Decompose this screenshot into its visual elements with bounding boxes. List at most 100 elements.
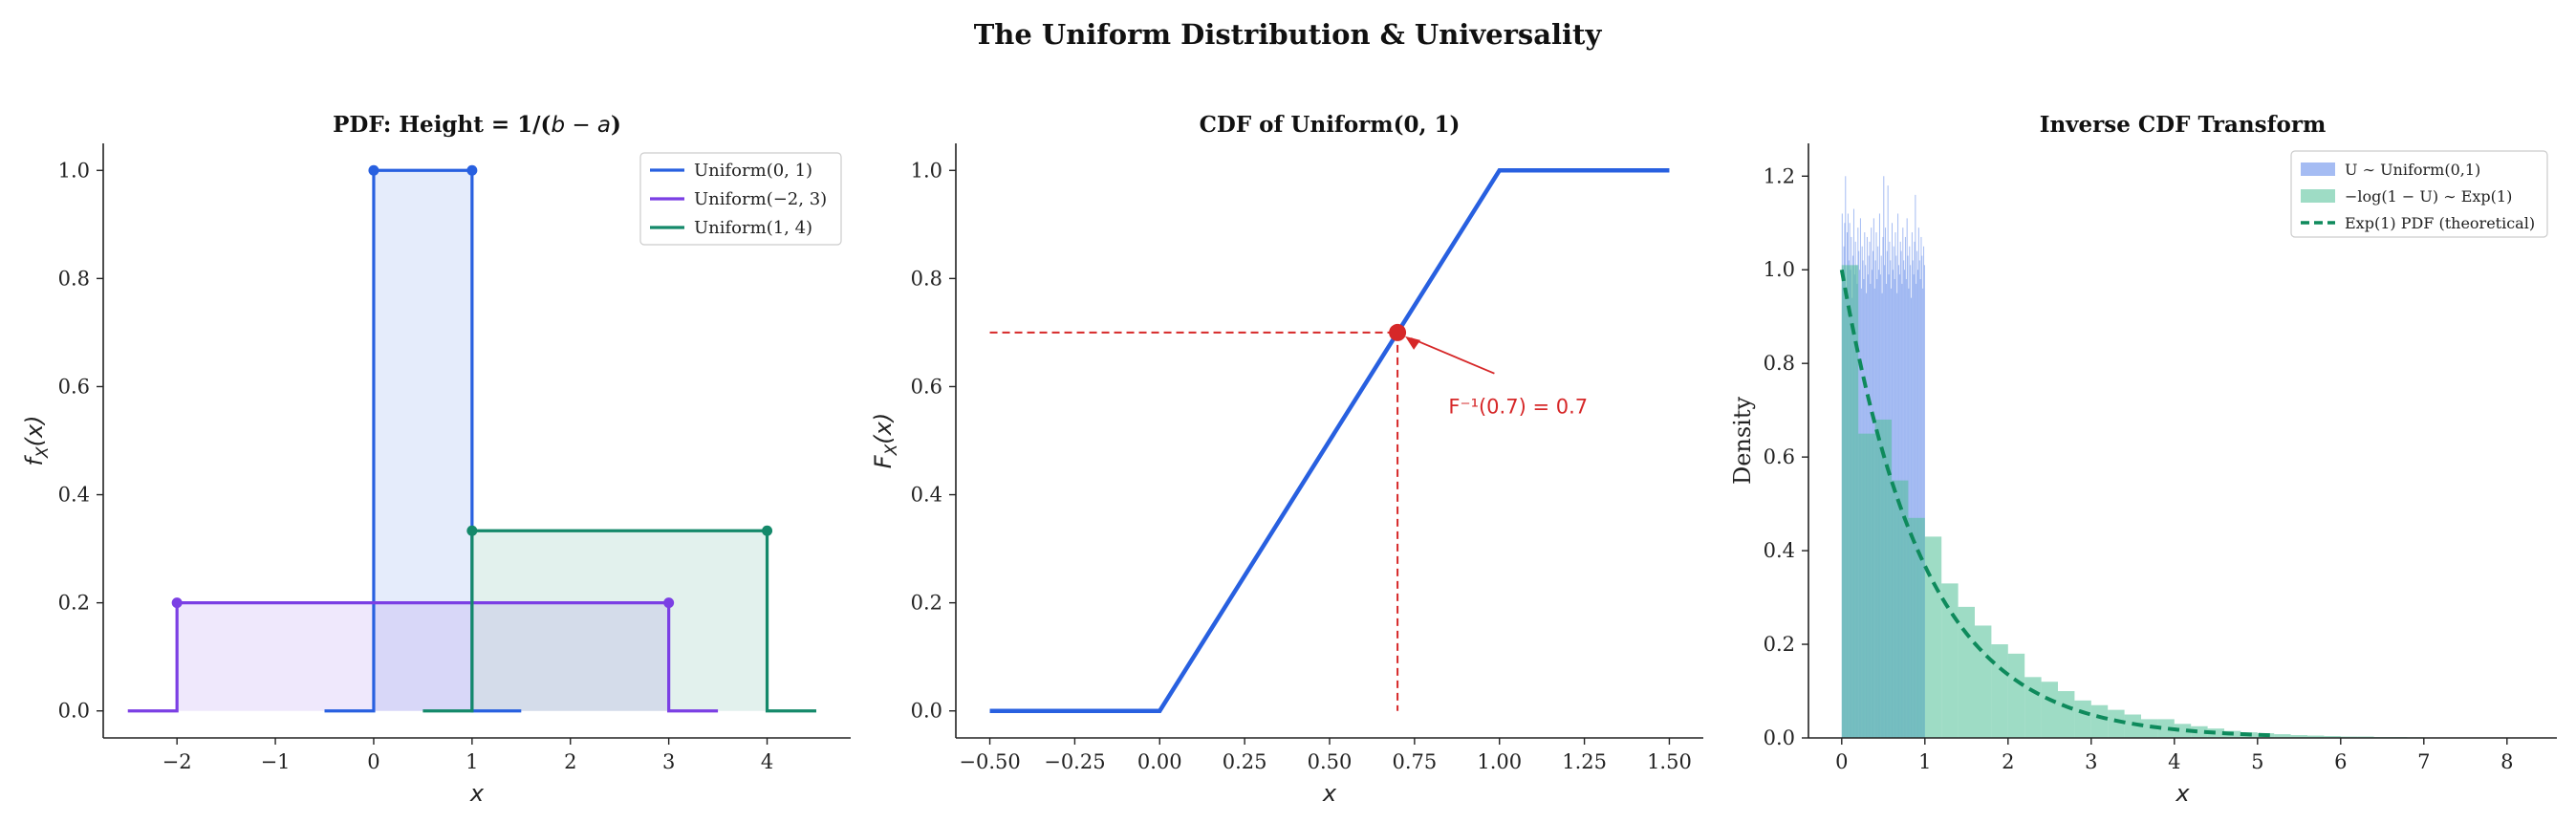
exp-hist-bar	[2090, 704, 2109, 738]
cdf-line	[989, 168, 1670, 713]
uniform-hist-bar	[1922, 288, 1924, 738]
y-tick-label: 0.6	[1764, 445, 1795, 468]
uniform-hist-bar	[1923, 265, 1925, 738]
x-tick-label: 0	[367, 750, 379, 773]
exp-hist-bar	[1841, 265, 1859, 738]
y-tick-label: 1.2	[1764, 164, 1795, 187]
x-tick-label: 0	[1835, 750, 1848, 773]
y-tick-label: 0.8	[1764, 352, 1795, 375]
x-axis-label: x	[2175, 780, 2190, 807]
x-tick-label: 4	[761, 750, 773, 773]
y-tick-label: 0.6	[58, 375, 90, 398]
exp-pdf-curve	[1839, 269, 2275, 738]
x-tick-label: 3	[662, 750, 675, 773]
x-tick-label: 1	[1918, 750, 1931, 773]
legend: Uniform(0, 1) Uniform(−2, 3) Uniform(1, 4)	[639, 152, 842, 246]
uniform-hist-bar	[1917, 227, 1919, 739]
y-tick-label: 0.4	[58, 484, 90, 507]
y-tick-label: 1.0	[1764, 258, 1795, 281]
pdf-fill-area	[177, 602, 669, 711]
legend: U ∼ Uniform(0,1) −log(1 − U) ∼ Exp(1) Exp(…	[2290, 150, 2548, 238]
exp-hist-bar	[2274, 734, 2291, 738]
panel-title: CDF of Uniform(0, 1)	[1200, 112, 1461, 138]
inverse-cdf-panel: Inverse CDF Transform 0 1 2 3 4 5 6 7 8 0.0 0.2 0.4 0…	[1729, 112, 2557, 807]
y-label-tail: (x)	[870, 413, 897, 444]
x-tick-label: −2	[162, 750, 192, 773]
pdf-series-line	[127, 601, 719, 713]
legend-label: Uniform(0, 1)	[694, 161, 812, 181]
x-tick-label: 4	[2168, 750, 2180, 773]
exp-hist-bar	[2290, 735, 2307, 738]
y-tick-label: 0.4	[911, 484, 942, 507]
x-tick-label: 0.50	[1308, 750, 1353, 773]
annotation-arrow-head	[1405, 336, 1421, 350]
x-tick-label: 6	[2334, 750, 2347, 773]
annotation-label: F⁻¹(0.7) = 0.7	[1448, 396, 1588, 419]
legend-swatch	[2301, 189, 2335, 203]
x-tick-label: 2	[2002, 750, 2014, 773]
x-axis-label: x	[469, 780, 485, 807]
x-tick-label: 1	[465, 750, 478, 773]
uniform-hist-bar	[1912, 260, 1914, 738]
x-tick-label: 5	[2251, 750, 2263, 773]
x-tick-label: −0.50	[959, 750, 1020, 773]
x-tick-label: 0.25	[1223, 750, 1267, 773]
x-tick-label: 0.75	[1392, 750, 1437, 773]
exp-hist-bar	[2108, 709, 2125, 738]
y-tick-label: 0.0	[911, 700, 942, 723]
x-tick-label: 1.00	[1477, 750, 1522, 773]
pdf-endpoint-marker	[466, 525, 478, 536]
uniform-hist-bar	[1909, 246, 1911, 738]
exp-hist-bar	[2307, 735, 2325, 738]
exp-hist-bar	[1874, 419, 1892, 738]
exp-hist-bar	[1858, 433, 1875, 738]
pdf-fill-area	[471, 531, 768, 711]
title-tail: )	[611, 112, 621, 138]
exp-hist-bar	[1958, 606, 1975, 738]
annotation-arrow-line	[1410, 337, 1495, 375]
x-tick-label: 2	[564, 750, 576, 773]
uniform-hist-bar	[1916, 250, 1918, 738]
uniform-hist-bar	[1916, 270, 1918, 738]
x-axis-label: x	[1322, 780, 1337, 807]
exp-hist-bar	[2058, 691, 2075, 738]
legend-frame	[639, 152, 842, 246]
y-tick-label: 1.0	[911, 159, 942, 182]
exp-hist-bar	[1892, 480, 1909, 738]
y-tick-label: 0.8	[911, 267, 942, 290]
y-tick-label: 1.0	[58, 159, 90, 182]
exp-hist-bar	[2324, 736, 2341, 738]
uniform-hist-bar	[1908, 288, 1910, 738]
y-tick-label: 0.2	[911, 592, 942, 615]
exp-hist-bar	[1975, 625, 1992, 738]
y-tick-label: 0.0	[1764, 726, 1795, 749]
pdf-series-line	[324, 168, 522, 713]
uniform-hist-bar	[1914, 241, 1916, 738]
y-label-sub: X	[33, 446, 53, 459]
exp-hist-bar	[2191, 726, 2208, 738]
y-tick-label: 0.6	[911, 375, 942, 398]
pdf-endpoint-marker	[466, 164, 478, 176]
legend-label: −log(1 − U) ∼ Exp(1)	[2345, 187, 2512, 206]
pdf-series-line	[422, 529, 816, 713]
x-tick-label: 1.25	[1562, 750, 1607, 773]
panel-title: Inverse CDF Transform	[2040, 112, 2327, 138]
x-tick-label: 8	[2500, 750, 2513, 773]
y-tick-label: 0.4	[1764, 539, 1795, 562]
x-tick-label: 3	[2085, 750, 2097, 773]
legend-label: Uniform(1, 4)	[694, 218, 812, 238]
pdf-endpoint-marker	[762, 525, 773, 536]
x-tick-label: −0.25	[1044, 750, 1105, 773]
uniform-hist-bar	[1921, 255, 1923, 738]
uniform-hist-bar	[1906, 218, 1908, 739]
exp-hist-bar	[2207, 728, 2224, 738]
exp-hist-bar	[1908, 517, 1925, 738]
exp-hist-bar	[1941, 583, 1959, 738]
title-math: b − a	[551, 113, 611, 138]
y-tick-label: 0.2	[58, 592, 90, 615]
panel-title: PDF: Height = 1/(b − a)	[333, 112, 621, 138]
y-tick-label: 0.2	[1764, 633, 1795, 656]
pdf-endpoint-marker	[663, 597, 675, 609]
pdf-fill-area	[373, 170, 472, 711]
x-tick-label: 1.50	[1647, 750, 1692, 773]
